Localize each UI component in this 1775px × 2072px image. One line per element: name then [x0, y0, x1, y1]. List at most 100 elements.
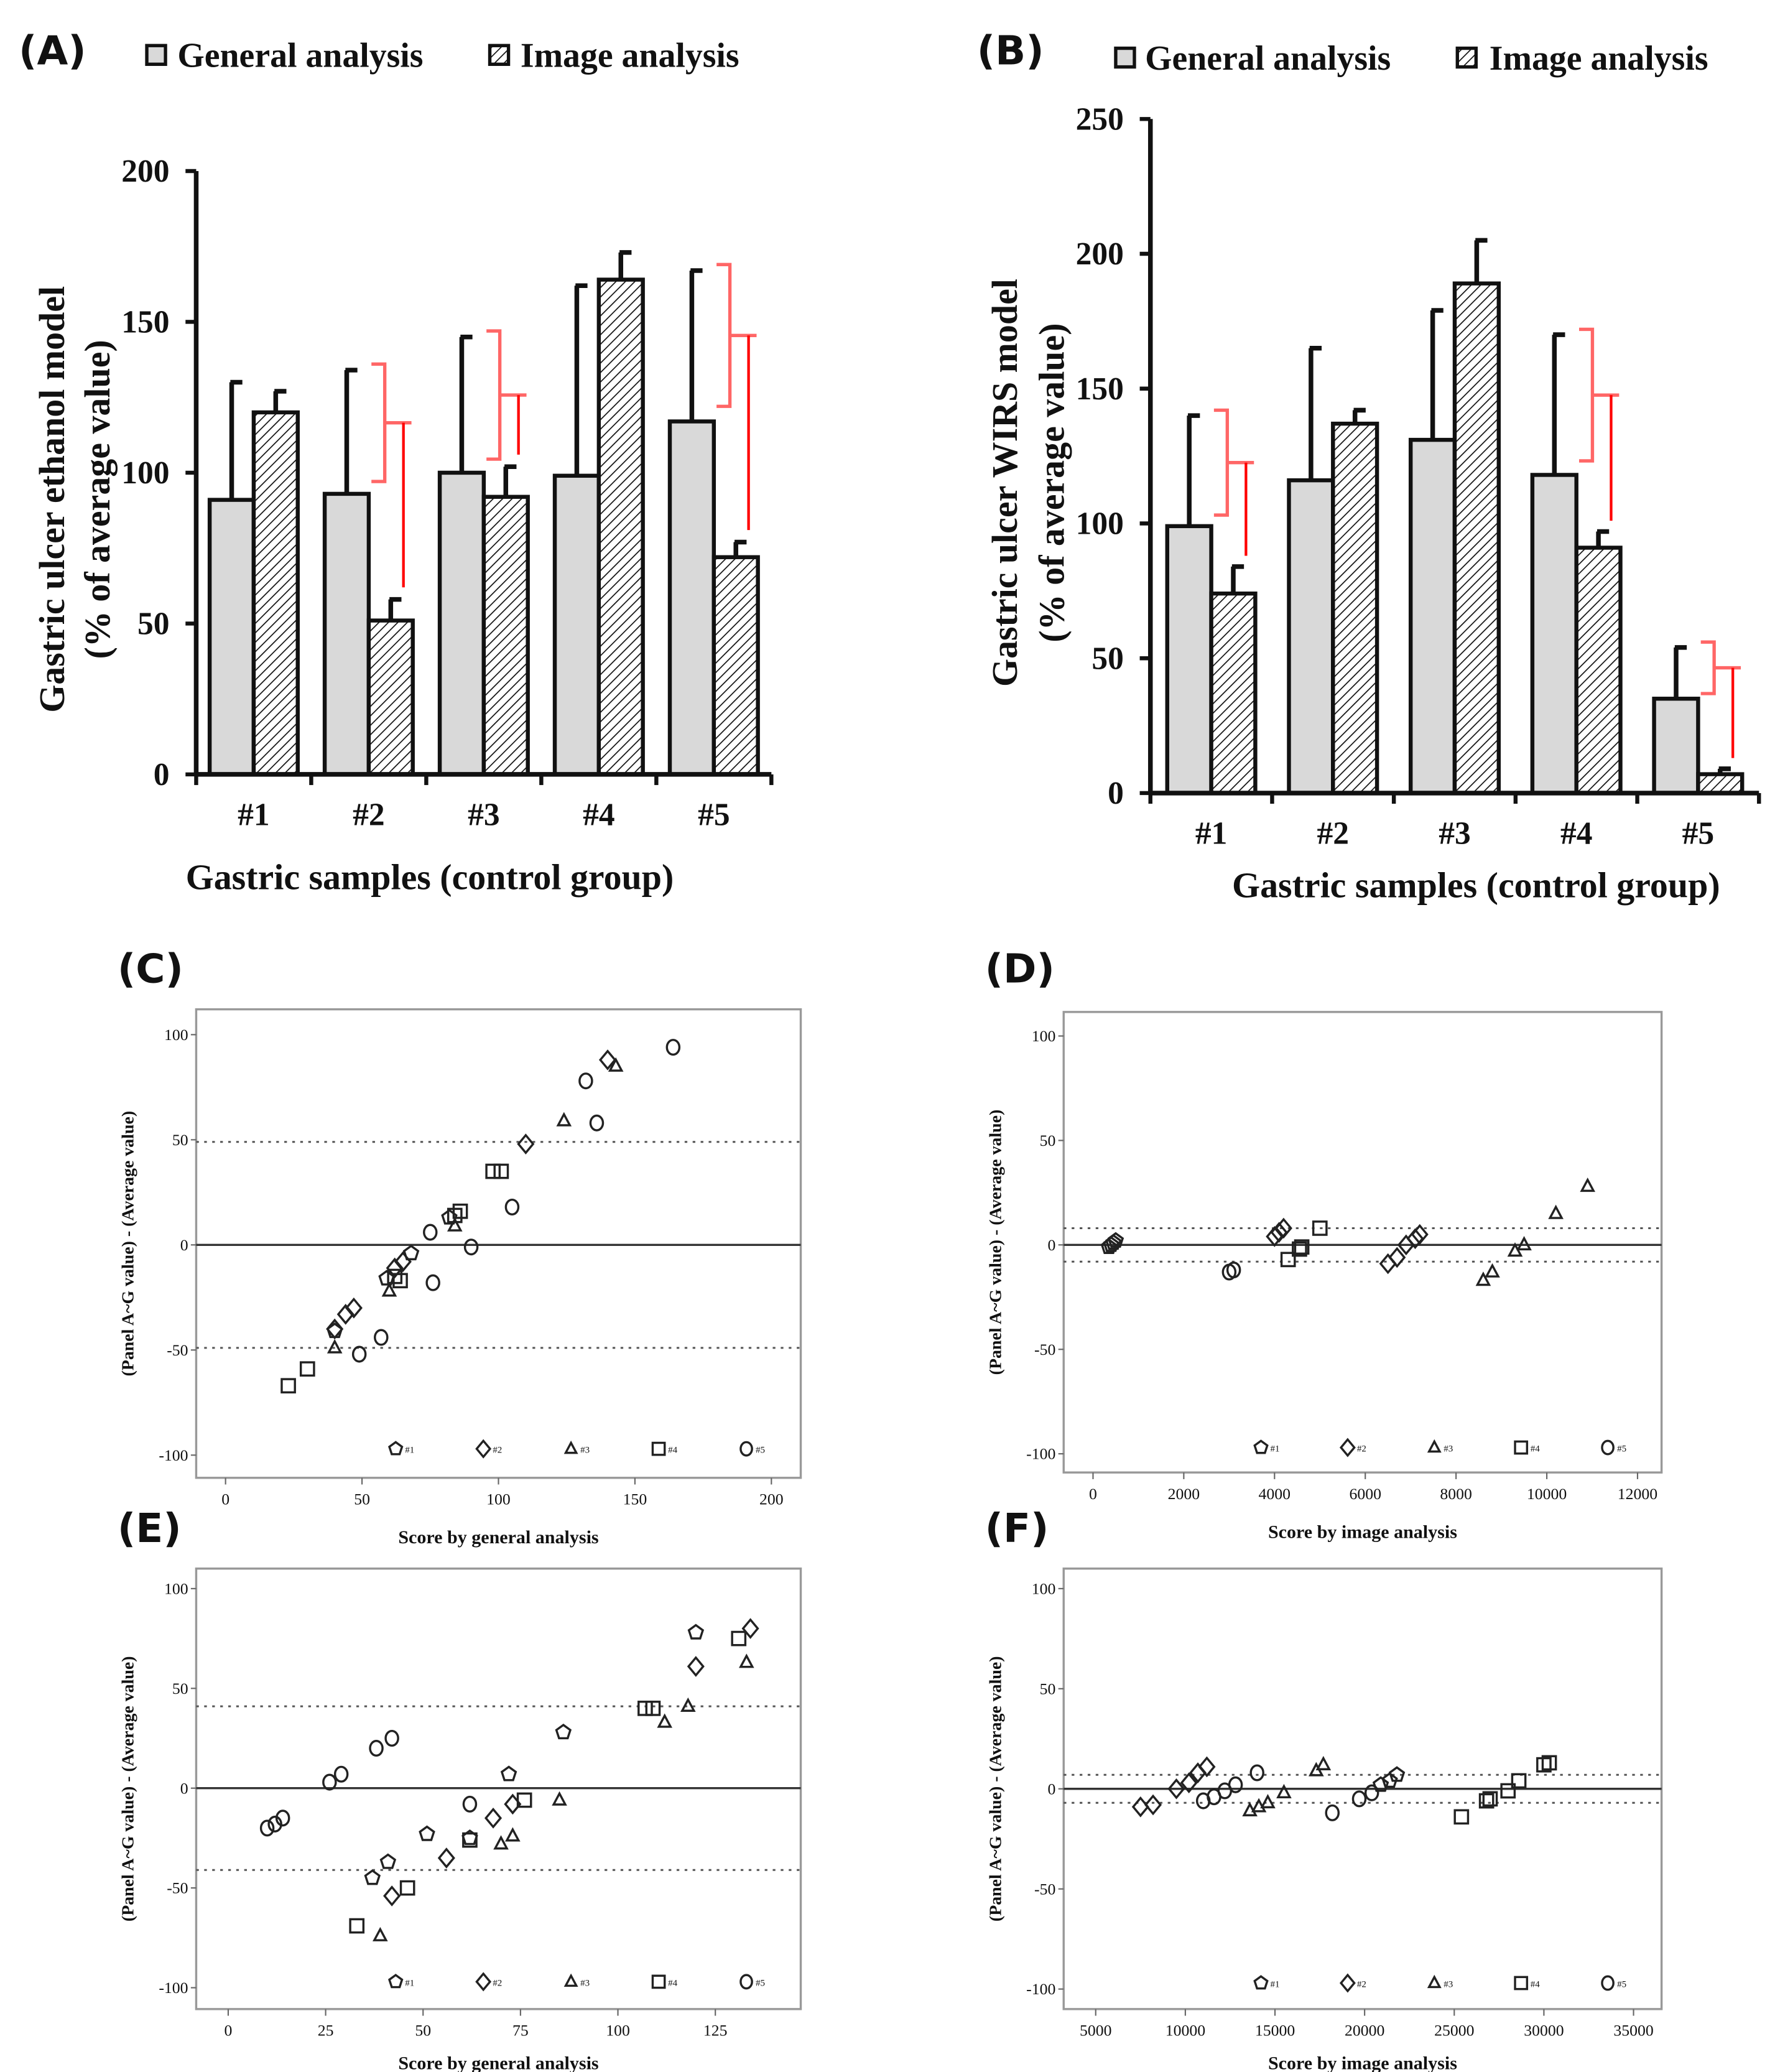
- y-tick-label: 100: [121, 455, 169, 491]
- y-tick-label: 50: [172, 1679, 188, 1698]
- bar-general: [1165, 524, 1213, 796]
- y-tick-label: 50: [1091, 641, 1123, 676]
- y-tick-label: 50: [1040, 1131, 1056, 1150]
- legend-marker-square: [1514, 1976, 1529, 1991]
- data-point-circle: [463, 1238, 479, 1256]
- legend-label: #2: [1357, 1979, 1366, 1989]
- data-point-circle: [462, 1795, 478, 1813]
- x-tick-label: 4000: [1259, 1485, 1291, 1503]
- legend-marker-circle: [1601, 1439, 1615, 1456]
- data-point-square: [493, 1163, 509, 1179]
- data-point-triangle: [1260, 1794, 1276, 1809]
- legend-marker-square: [1514, 1440, 1529, 1455]
- data-point-circle: [425, 1274, 440, 1291]
- x-tick-label: #1: [238, 797, 270, 832]
- y-tick-label: -50: [167, 1879, 188, 1897]
- data-point-diamond: [1198, 1756, 1216, 1778]
- x-tick-label: #1: [1195, 815, 1227, 851]
- data-point-diamond: [1406, 1228, 1424, 1250]
- legend-marker-diamond: [1339, 1438, 1356, 1457]
- x-tick-label: 15000: [1255, 2022, 1295, 2040]
- data-point-pentagon: [1107, 1232, 1124, 1248]
- legend-label-image: Image analysis: [1490, 39, 1708, 78]
- data-point-pentagon: [419, 1825, 435, 1841]
- legend-label: #3: [1444, 1444, 1453, 1454]
- y-tick-label: 100: [1076, 506, 1124, 542]
- x-tick-label: #5: [1682, 815, 1715, 851]
- data-point-square: [1541, 1755, 1557, 1771]
- data-point-square: [462, 1832, 478, 1848]
- data-point-triangle: [447, 1217, 463, 1232]
- x-tick-label: 12000: [1618, 1485, 1657, 1503]
- x-tick-label: 200: [759, 1490, 784, 1508]
- x-tick-label: 25: [318, 2022, 334, 2040]
- data-point-diamond: [1144, 1794, 1162, 1816]
- legend-marker-square: [651, 1974, 666, 1989]
- legend-marker-triangle: [563, 1973, 578, 1987]
- bar-general: [437, 470, 486, 777]
- data-point-diamond: [484, 1807, 503, 1829]
- data-point-diamond: [394, 1251, 412, 1273]
- legend-marker-triangle: [1427, 1974, 1442, 1989]
- data-point-square: [387, 1268, 403, 1285]
- y-axis-title: (Panel A~G value) - (Average value): [119, 1111, 138, 1377]
- data-point-circle: [1351, 1790, 1367, 1808]
- data-point-square: [299, 1361, 315, 1377]
- x-axis-title: Score by image analysis: [1268, 1521, 1457, 1542]
- bar-image: [1452, 281, 1501, 796]
- data-point-square: [1292, 1241, 1307, 1257]
- x-tick-label: 0: [1089, 1485, 1097, 1503]
- legend-label: #4: [668, 1978, 678, 1988]
- data-point-circle: [384, 1729, 399, 1747]
- x-tick-label: 100: [606, 2022, 630, 2040]
- panel-label-c: (C): [118, 946, 183, 993]
- x-tick-label: 35000: [1613, 2022, 1653, 2040]
- y-tick-label: 100: [1032, 1027, 1056, 1045]
- y-tick-label: 200: [1076, 236, 1124, 272]
- legend-marker-triangle: [1427, 1439, 1442, 1453]
- data-point-pentagon: [1381, 1772, 1398, 1788]
- legend-marker-square: [651, 1441, 666, 1456]
- legend-marker-pentagon: [388, 1974, 404, 1989]
- x-tick-label: 10000: [1527, 1485, 1567, 1503]
- data-point-triangle: [1475, 1271, 1491, 1286]
- y-tick-label: 0: [180, 1236, 188, 1254]
- data-point-square: [731, 1630, 747, 1647]
- y-tick-label: -100: [159, 1446, 188, 1464]
- x-tick-label: #4: [583, 797, 615, 832]
- data-point-diamond: [741, 1618, 759, 1639]
- bar-image: [251, 410, 300, 777]
- panel-label-f: (F): [985, 1505, 1049, 1552]
- legend-marker-diamond: [1339, 1973, 1356, 1993]
- data-point-pentagon: [402, 1244, 420, 1261]
- data-point-triangle: [1548, 1204, 1564, 1219]
- data-point-circle: [578, 1072, 593, 1090]
- data-point-square: [280, 1378, 296, 1394]
- data-point-pentagon: [1388, 1766, 1406, 1782]
- data-point-square: [1482, 1791, 1498, 1807]
- y-tick-label: 250: [1076, 101, 1124, 137]
- legend-label: #1: [1271, 1444, 1280, 1454]
- y-tick-label: 200: [121, 154, 169, 189]
- data-point-circle: [267, 1815, 282, 1833]
- data-point-diamond: [326, 1318, 344, 1340]
- data-point-diamond: [336, 1304, 355, 1325]
- x-tick-label: 30000: [1524, 2022, 1564, 2040]
- data-point-diamond: [345, 1297, 363, 1319]
- data-point-diamond: [1270, 1222, 1288, 1243]
- bar-general: [1287, 478, 1335, 796]
- legend-label: #3: [580, 1446, 590, 1456]
- legend-marker-pentagon: [388, 1441, 404, 1456]
- data-point-pentagon: [687, 1624, 705, 1640]
- data-point-diamond: [517, 1133, 535, 1154]
- significance-bracket: [716, 262, 732, 408]
- y-tick-label: 0: [1048, 1780, 1056, 1798]
- data-point-triangle: [493, 1835, 509, 1850]
- data-point-circle: [1249, 1764, 1264, 1782]
- bar-image: [481, 495, 530, 777]
- y-tick-label: 0: [1108, 776, 1124, 811]
- data-point-diamond: [1411, 1224, 1429, 1245]
- y-tick-label: 100: [164, 1026, 188, 1044]
- legend-marker-circle: [1601, 1975, 1615, 1991]
- data-point-pentagon: [364, 1869, 381, 1885]
